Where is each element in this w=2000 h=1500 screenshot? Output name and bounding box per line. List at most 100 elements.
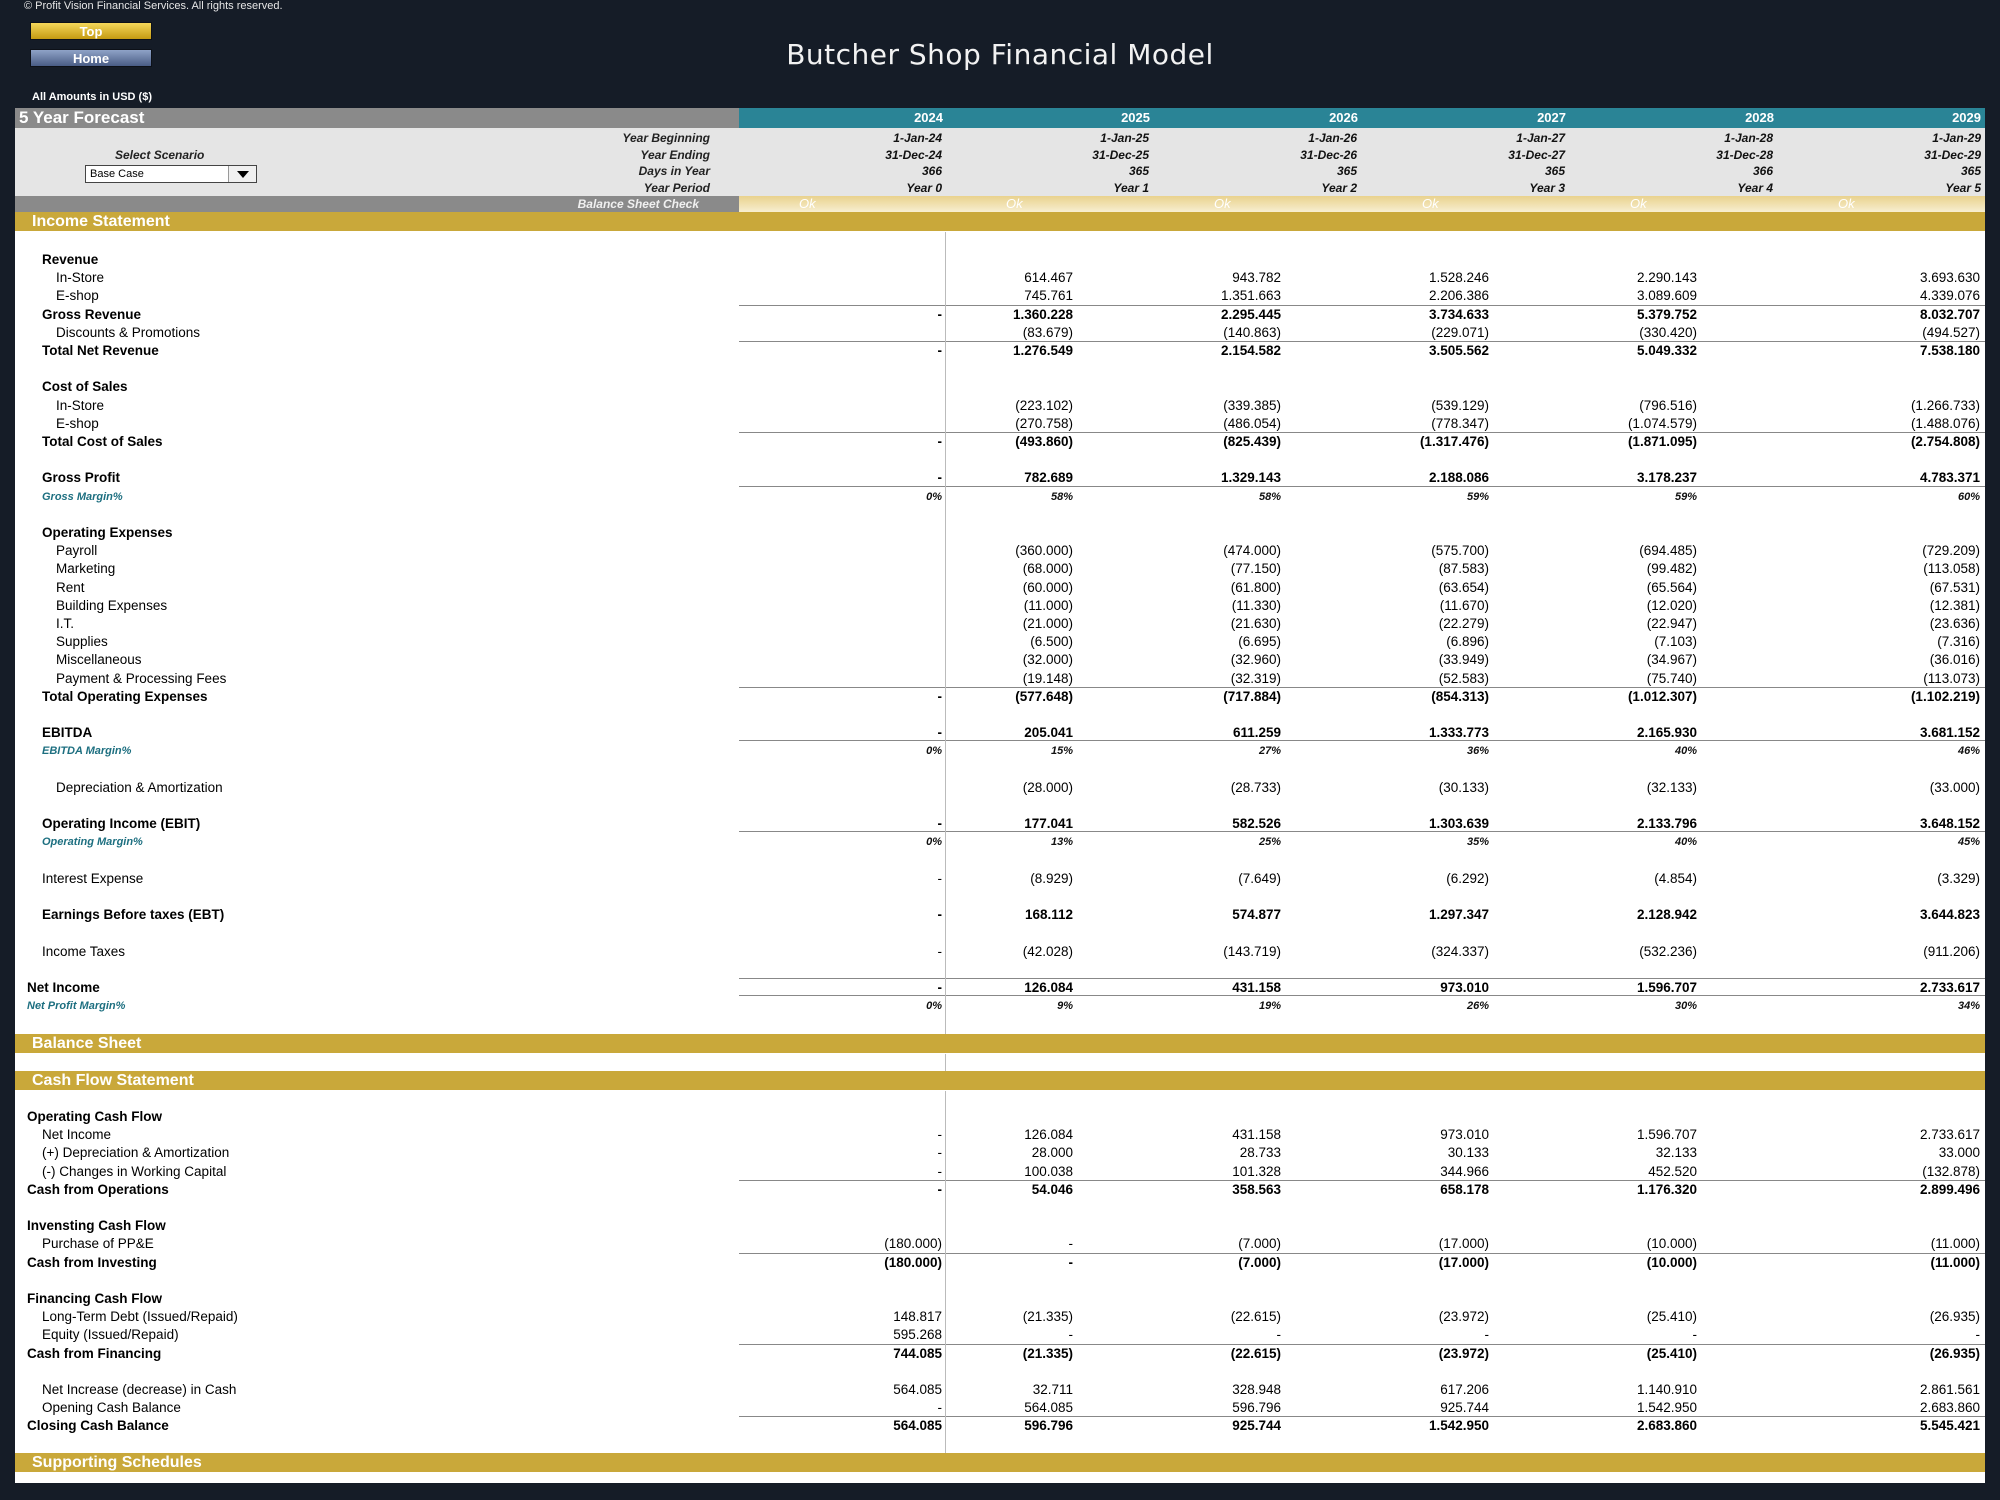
cell-value: 3.644.823 xyxy=(1919,907,1980,923)
cell-value: (539.129) xyxy=(1431,397,1489,413)
cell-value: - xyxy=(1068,1327,1074,1343)
chevron-down-icon[interactable] xyxy=(228,166,256,182)
cell-value: 1.297.347 xyxy=(1428,907,1489,923)
row-label: EBITDA Margin% xyxy=(42,745,132,758)
table-row: Opening Cash Balance - 564.085 596.796 925.7… xyxy=(15,1399,1985,1417)
table-row: Total Net Revenue - 1.276.549 2.154.582 3.50… xyxy=(15,342,1985,360)
copyright-notice: © Profit Vision Financial Services. All … xyxy=(24,0,283,12)
cell-value: (65.564) xyxy=(1646,579,1697,595)
table-row: Payment & Processing Fees (19.148) (32.319… xyxy=(15,670,1985,688)
cell-value: (23.636) xyxy=(1929,616,1980,631)
cell-value: (11.000) xyxy=(1930,1254,1980,1270)
row-divider xyxy=(739,686,1985,688)
cell-value: 617.206 xyxy=(1440,1382,1489,1397)
row-label: Equity (Issued/Repaid) xyxy=(42,1327,179,1343)
cell-value: 32.133 xyxy=(1655,1145,1697,1161)
row-label: Rent xyxy=(56,579,85,595)
period-value: 31-Dec-28 xyxy=(1716,147,1773,162)
period-value: 1-Jan-26 xyxy=(1308,131,1357,145)
cell-value: (474.000) xyxy=(1223,543,1281,559)
cell-value: (33.000) xyxy=(1929,779,1980,795)
cell-value: - xyxy=(1484,1327,1490,1343)
cell-value: 35% xyxy=(1466,836,1489,849)
row-label: Income Taxes xyxy=(42,943,126,959)
top-button[interactable]: Top xyxy=(30,22,152,40)
cell-value: (10.000) xyxy=(1646,1254,1697,1270)
margin-row: Operating Margin% 0% 13% 25% 35% 40% 45% xyxy=(15,833,1985,851)
cell-value: 3.734.633 xyxy=(1428,306,1489,322)
cell-value: (11.330) xyxy=(1231,597,1281,613)
cell-value: (360.000) xyxy=(1015,543,1073,559)
row-label: (+) Depreciation & Amortization xyxy=(42,1145,230,1161)
cell-value: 25% xyxy=(1258,836,1281,849)
table-row: Depreciation & Amortization (28.000) (28.7… xyxy=(15,779,1985,797)
cell-value: (223.102) xyxy=(1015,397,1073,413)
cell-value: (52.583) xyxy=(1438,670,1489,686)
cell-value: 45% xyxy=(1957,836,1980,849)
scenario-selected-value: Base Case xyxy=(90,168,144,180)
cell-value: (8.929) xyxy=(1030,870,1073,886)
row-label: Marketing xyxy=(56,561,116,577)
cell-value: - xyxy=(1068,1236,1074,1252)
cell-value: - xyxy=(937,470,943,486)
cell-value: (113.058) xyxy=(1923,561,1980,577)
cell-value: 2.683.860 xyxy=(1636,1418,1697,1434)
row-label: Total Operating Expenses xyxy=(42,688,208,704)
cell-value: (132.878) xyxy=(1922,1163,1980,1179)
period-value: 31-Dec-25 xyxy=(1092,147,1149,162)
row-label: Net Increase (decrease) in Cash xyxy=(42,1382,237,1397)
row-label: Cash from Investing xyxy=(27,1254,157,1270)
cell-value: - xyxy=(1276,1327,1282,1343)
cell-value: (68.000) xyxy=(1022,561,1073,577)
cell-value: 925.744 xyxy=(1232,1418,1281,1434)
period-value: Year 0 xyxy=(906,180,942,195)
scenario-dropdown[interactable]: Base Case xyxy=(85,165,257,183)
cell-value: (6.896) xyxy=(1446,634,1489,650)
cell-value: 177.041 xyxy=(1024,816,1073,832)
cell-value: (21.335) xyxy=(1022,1345,1073,1361)
cell-value: 328.948 xyxy=(1232,1382,1281,1397)
period-info-band: Select Scenario Base Case Year Beginning… xyxy=(15,128,1985,196)
cell-value: (77.150) xyxy=(1230,561,1281,577)
year-column-header: 2027 xyxy=(1362,108,1570,128)
row-label: Closing Cash Balance xyxy=(27,1418,169,1434)
cell-value: (796.516) xyxy=(1639,397,1697,413)
cell-value: 59% xyxy=(1674,490,1697,503)
cell-value: (32.133) xyxy=(1646,779,1697,795)
cell-value: - xyxy=(937,1127,943,1143)
row-label: Cost of Sales xyxy=(42,379,128,395)
cell-value: 3.505.562 xyxy=(1428,343,1489,358)
cell-value: (12.381) xyxy=(1929,597,1980,613)
row-divider xyxy=(739,1416,1985,1418)
row-label: Earnings Before taxes (EBT) xyxy=(42,907,225,923)
period-value: Year 4 xyxy=(1737,180,1773,195)
table-row: Net Income - 126.084 431.158 973.010 1.596.70… xyxy=(15,979,1985,997)
home-button[interactable]: Home xyxy=(30,49,152,67)
section-header-balance: Balance Sheet xyxy=(15,1034,1985,1053)
cell-value: 611.259 xyxy=(1232,725,1281,741)
row-label: (-) Changes in Working Capital xyxy=(42,1163,227,1179)
cell-value: 168.112 xyxy=(1024,907,1073,923)
cell-value: (7.103) xyxy=(1654,634,1697,650)
table-row: Cash from Operations - 54.046 358.563 658.17… xyxy=(15,1181,1985,1199)
year-column-header: 2026 xyxy=(1154,108,1362,128)
row-label: Payroll xyxy=(56,543,98,559)
margin-row: EBITDA Margin% 0% 15% 27% 36% 40% 46% xyxy=(15,742,1985,760)
row-label: Building Expenses xyxy=(56,597,168,613)
cell-value: (87.583) xyxy=(1438,561,1489,577)
table-row: E-shop (270.758) (486.054) (778.347) (1.074.… xyxy=(15,415,1985,433)
cell-value: (22.615) xyxy=(1230,1345,1281,1361)
cell-value: 34% xyxy=(1957,1000,1980,1013)
row-label: Operating Margin% xyxy=(42,836,143,849)
balance-check-status: Ok xyxy=(946,196,1154,212)
period-value: 1-Jan-28 xyxy=(1724,131,1773,145)
cell-value: (180.000) xyxy=(884,1236,942,1252)
cell-value: (577.648) xyxy=(1015,688,1073,704)
page-title: Butcher Shop Financial Model xyxy=(786,38,1214,71)
period-value: 365 xyxy=(1336,164,1357,178)
cell-value: (270.758) xyxy=(1015,415,1073,431)
cell-value: 744.085 xyxy=(893,1345,942,1361)
cell-value: 126.084 xyxy=(1024,980,1073,995)
row-label: Operating Cash Flow xyxy=(27,1109,163,1124)
column-separator xyxy=(945,1054,946,1071)
